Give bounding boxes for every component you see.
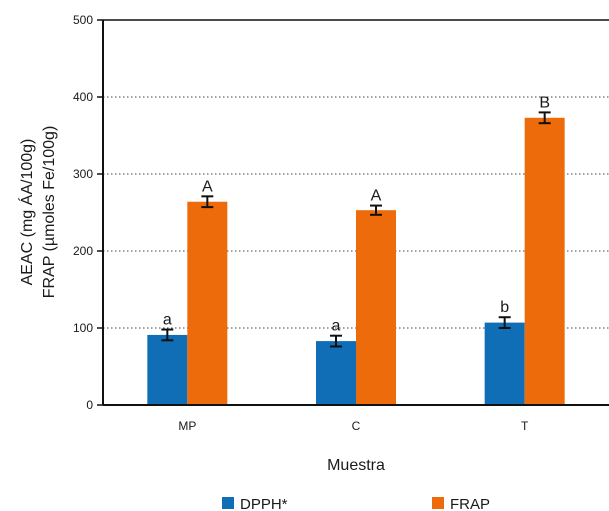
y-axis-title-line2: FRAP (µmoles Fe/100g)	[41, 126, 58, 299]
significance-letter: B	[539, 94, 550, 111]
x-tick-label: T	[521, 419, 529, 433]
x-tick-labels: MP C T	[178, 419, 529, 433]
legend-label: FRAP	[450, 496, 490, 511]
legend-label: DPPH*	[240, 496, 288, 511]
x-tick-label: C	[352, 419, 361, 433]
axes	[102, 19, 609, 406]
bar-dpph	[316, 341, 356, 405]
significance-letter: b	[500, 299, 509, 316]
significance-letter: A	[202, 178, 213, 195]
y-tick-label: 400	[73, 90, 93, 104]
legend-swatch	[432, 497, 444, 509]
bar-dpph	[484, 322, 525, 405]
y-tick-labels: 0 100 200 300 400 500	[73, 13, 103, 412]
y-tick-label: 100	[73, 321, 93, 335]
significance-letter: a	[332, 318, 341, 335]
x-axis-title: Muestra	[327, 457, 385, 474]
legend: DPPH* FRAP	[222, 496, 490, 511]
error-bars	[161, 111, 551, 348]
bar-frap	[356, 210, 396, 405]
y-tick-label: 300	[73, 167, 93, 181]
bar-frap	[187, 201, 228, 405]
significance-letter: a	[163, 312, 172, 329]
y-tick-label: 500	[73, 13, 93, 27]
legend-swatch	[222, 497, 234, 509]
significance-letter: A	[371, 188, 382, 205]
bar-frap	[524, 117, 565, 405]
y-axis-title: AEAC (mg ÁA/100g) FRAP (µmoles Fe/100g)	[17, 126, 58, 299]
bars	[147, 117, 565, 405]
significance-letters: a Aa Ab B	[163, 94, 550, 334]
y-tick-label: 0	[86, 398, 93, 412]
x-tick-label: MP	[178, 419, 196, 433]
bar-dpph	[147, 334, 188, 405]
y-axis-title-line1: AEAC (mg ÁA/100g)	[17, 139, 36, 286]
y-tick-label: 200	[73, 244, 93, 258]
